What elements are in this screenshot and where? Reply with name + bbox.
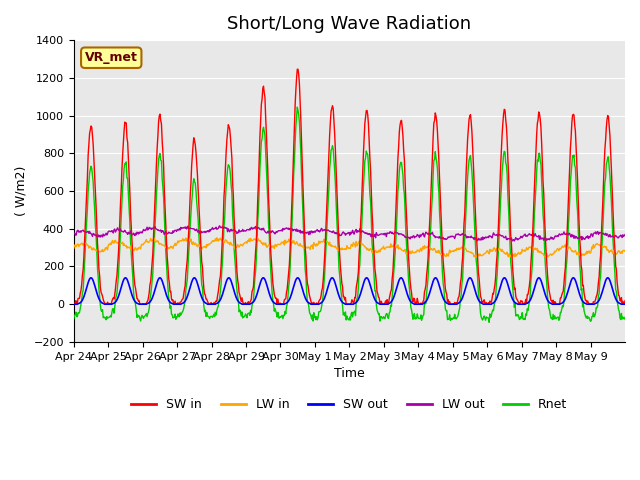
- Y-axis label: ( W/m2): ( W/m2): [15, 166, 28, 216]
- Title: Short/Long Wave Radiation: Short/Long Wave Radiation: [227, 15, 472, 33]
- X-axis label: Time: Time: [334, 367, 365, 380]
- Text: VR_met: VR_met: [85, 51, 138, 64]
- Legend: SW in, LW in, SW out, LW out, Rnet: SW in, LW in, SW out, LW out, Rnet: [126, 394, 572, 417]
